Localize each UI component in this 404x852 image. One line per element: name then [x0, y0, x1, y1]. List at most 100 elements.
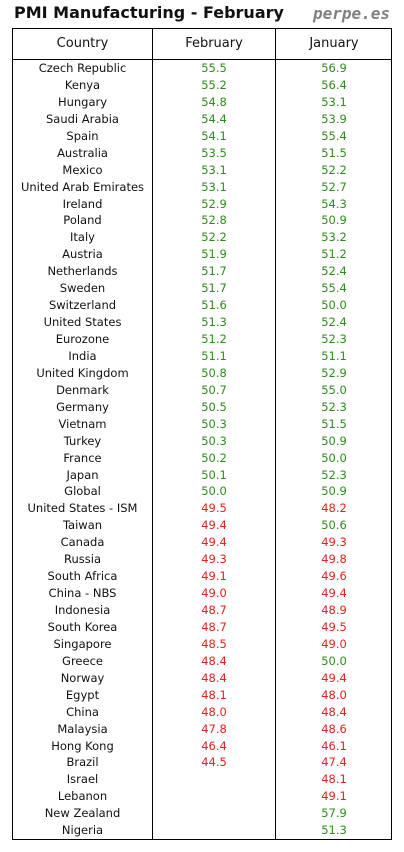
january-cell: 48.4 [321, 704, 347, 719]
january-cell: 52.3 [321, 332, 347, 346]
january-cell: 49.8 [321, 552, 347, 567]
february-cell: 51.9 [201, 247, 227, 262]
table-row: Turkey 50.3 50.9 [13, 433, 391, 450]
table-row: Kenya 55.2 56.4 [13, 77, 391, 94]
january-cell: 46.1 [321, 738, 347, 753]
country-cell: Spain [66, 128, 99, 143]
country-cell: Japan [66, 467, 99, 482]
country-cell: Taiwan [62, 518, 103, 533]
country-cell: Global [64, 484, 101, 499]
february-cell: 50.0 [201, 484, 227, 499]
country-cell: Indonesia [54, 603, 111, 617]
header-country: Country [56, 36, 109, 51]
country-cell: South Africa [47, 569, 118, 584]
february-cell: 55.5 [201, 61, 227, 75]
january-cell: 48.0 [321, 687, 347, 702]
country-cell: China [66, 704, 99, 719]
table-row: China 48.0 48.4 [13, 704, 391, 721]
country-cell: China - NBS [48, 586, 117, 601]
table-row: Czech Republic 55.5 56.9 [13, 60, 391, 77]
country-cell: Ireland [62, 196, 103, 211]
table-row: Australia 53.5 51.5 [13, 145, 391, 162]
february-cell: 51.7 [201, 264, 227, 279]
table-row: Hungary 54.8 53.1 [13, 94, 391, 111]
february-cell: 49.0 [201, 586, 227, 601]
table-row: Global 50.0 50.9 [13, 483, 391, 500]
table-row: United Arab Emirates 53.1 52.7 [13, 179, 391, 196]
february-cell: 50.1 [201, 467, 227, 482]
january-cell: 50.6 [321, 518, 347, 533]
january-cell: 50.0 [321, 450, 347, 465]
january-cell: 49.5 [321, 619, 347, 634]
country-cell: Nigeria [61, 823, 104, 838]
table-row: Lebanon 49.1 [13, 788, 391, 805]
january-cell: 48.6 [321, 721, 347, 736]
january-cell: 51.3 [321, 823, 347, 838]
country-cell: Kenya [64, 77, 101, 92]
february-cell: 52.8 [201, 213, 227, 228]
country-cell: United Arab Emirates [20, 179, 145, 194]
country-cell: Brazil [66, 755, 99, 770]
table-row: United Kingdom 50.8 52.9 [13, 365, 391, 382]
brand-watermark: perpe.es [312, 4, 390, 23]
country-cell: Czech Republic [38, 61, 127, 75]
country-cell: United States - ISM [27, 501, 138, 516]
february-cell: 53.1 [201, 162, 227, 177]
february-cell: 50.8 [201, 365, 227, 380]
january-cell: 49.3 [321, 535, 347, 550]
february-cell: 48.4 [201, 670, 227, 685]
january-cell: 52.4 [321, 315, 347, 330]
country-cell: Israel [66, 772, 99, 787]
february-cell: 52.2 [201, 230, 227, 245]
february-cell: 51.1 [201, 348, 227, 363]
february-cell: 51.6 [201, 298, 227, 313]
country-cell: Poland [63, 213, 102, 228]
country-cell: Hungary [57, 94, 108, 109]
january-cell: 48.2 [321, 501, 347, 516]
january-cell: 52.3 [321, 399, 347, 414]
country-cell: New Zealand [44, 806, 121, 821]
february-cell: 52.9 [201, 196, 227, 211]
february-cell: 54.8 [201, 94, 227, 109]
february-cell: 49.4 [201, 518, 227, 533]
january-cell: 49.1 [321, 789, 347, 804]
table-row: United States - ISM 49.5 48.2 [13, 500, 391, 517]
country-cell: Eurozone [55, 332, 110, 346]
february-cell: 49.3 [201, 552, 227, 567]
january-cell: 52.4 [321, 264, 347, 279]
column-divider [152, 29, 153, 839]
january-cell: 50.0 [321, 653, 347, 668]
february-cell: 50.2 [201, 450, 227, 465]
country-cell: Vietnam [58, 416, 107, 431]
country-cell: Netherlands [47, 264, 118, 279]
january-cell: 53.2 [321, 230, 347, 245]
table-row: Japan 50.1 52.3 [13, 467, 391, 484]
table-row: United States 51.3 52.4 [13, 314, 391, 331]
table-row: Norway 48.4 49.4 [13, 670, 391, 687]
table-row: Netherlands 51.7 52.4 [13, 263, 391, 280]
january-cell: 49.4 [321, 670, 347, 685]
country-cell: Hong Kong [51, 738, 114, 753]
january-cell: 53.1 [321, 94, 347, 109]
february-cell: 48.4 [201, 653, 227, 668]
table-row: India 51.1 51.1 [13, 348, 391, 365]
february-cell: 53.5 [201, 145, 227, 160]
january-cell: 52.9 [321, 365, 347, 380]
table-row: South Korea 48.7 49.5 [13, 619, 391, 636]
country-cell: Greece [62, 653, 103, 668]
february-cell: 44.5 [201, 755, 227, 770]
table-row: Russia 49.3 49.8 [13, 551, 391, 568]
table-row: Spain 54.1 55.4 [13, 128, 391, 145]
table-row: South Africa 49.1 49.6 [13, 568, 391, 585]
country-cell: Austria [62, 247, 103, 262]
table-row: Vietnam 50.3 51.5 [13, 416, 391, 433]
january-cell: 51.1 [321, 348, 347, 363]
january-cell: 51.2 [321, 247, 347, 262]
january-cell: 49.4 [321, 586, 347, 601]
country-cell: South Korea [47, 619, 118, 634]
january-cell: 48.1 [321, 772, 347, 787]
table-row: Hong Kong 46.4 46.1 [13, 738, 391, 755]
page-title: PMI Manufacturing - February [14, 3, 284, 22]
table-row: Italy 52.2 53.2 [13, 229, 391, 246]
january-cell: 51.5 [321, 416, 347, 431]
